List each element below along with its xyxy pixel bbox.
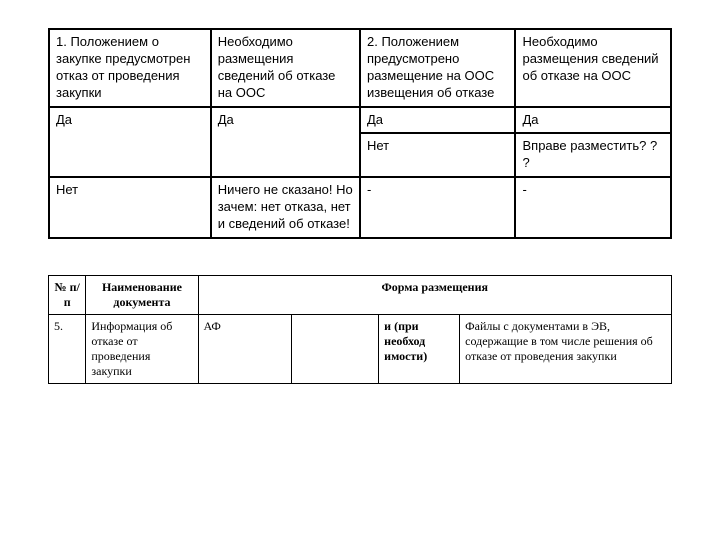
table-row: 5. Информация об отказе от проведения за…	[49, 314, 672, 383]
cell: 2. Положением предусмотрено размещение н…	[360, 29, 516, 107]
cell: Необходимо размещения сведений об отказе…	[211, 29, 360, 107]
cell-num: 5.	[49, 314, 86, 383]
table-header-row: № п/п Наименование документа Форма разме…	[49, 275, 672, 314]
cell: Необходимо размещения сведений об отказе…	[515, 29, 671, 107]
cell-af: АФ	[198, 314, 291, 383]
cell: Да	[360, 107, 516, 134]
table-row: Нет Ничего не сказано! Но зачем: нет отк…	[49, 177, 671, 238]
cell-desc: Файлы с документами в ЭВ, содержащие в т…	[460, 314, 672, 383]
cell: Ничего не сказано! Но зачем: нет отказа,…	[211, 177, 360, 238]
form-table: № п/п Наименование документа Форма разме…	[48, 275, 672, 384]
col-header-form: Форма размещения	[198, 275, 672, 314]
cell: -	[360, 177, 516, 238]
cell: Да	[211, 107, 360, 178]
cell: Нет	[360, 133, 516, 177]
cell: Да	[515, 107, 671, 134]
table-row: 1. Положением о закупке предусмотрен отк…	[49, 29, 671, 107]
cell-and: и (при необход имости)	[379, 314, 460, 383]
col-header-name: Наименование документа	[86, 275, 198, 314]
cell: 1. Положением о закупке предусмотрен отк…	[49, 29, 211, 107]
cell: Вправе разместить? ? ?	[515, 133, 671, 177]
decision-table: 1. Положением о закупке предусмотрен отк…	[48, 28, 672, 239]
cell-empty	[291, 314, 378, 383]
cell-name: Информация об отказе от проведения закуп…	[86, 314, 198, 383]
table-row: Да Да Да Да	[49, 107, 671, 134]
col-header-num: № п/п	[49, 275, 86, 314]
cell: Нет	[49, 177, 211, 238]
cell: -	[515, 177, 671, 238]
cell: Да	[49, 107, 211, 178]
